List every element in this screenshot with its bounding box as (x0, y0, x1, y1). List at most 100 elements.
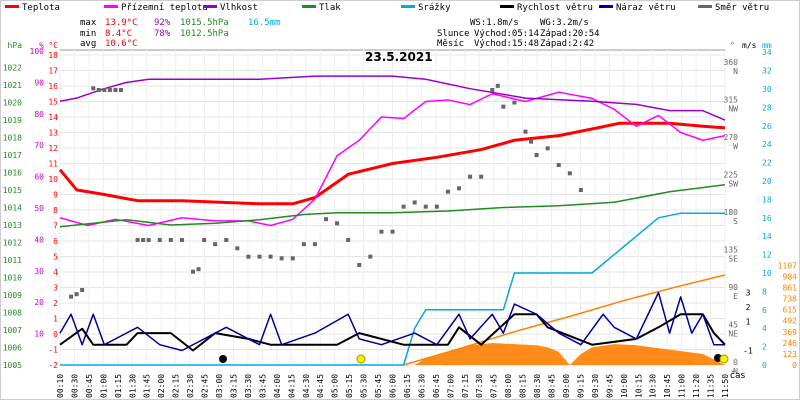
legend-label: Srážky (418, 3, 451, 13)
wind-direction-point (196, 267, 201, 272)
x-tick-label: 04:30 (302, 374, 311, 398)
pressure-tick-label: 1011 (3, 256, 22, 265)
wind-direction-point (246, 254, 251, 259)
wind-direction-point (335, 221, 340, 226)
moonrise: Východ:15:48 (474, 39, 540, 49)
legend-label: Náraz větru (616, 3, 676, 13)
wind-direction-point (279, 256, 284, 261)
temperature-tick-label: 9 (53, 191, 58, 200)
x-tick-label: 00:45 (85, 374, 94, 398)
max-hum: 92% (154, 18, 171, 28)
x-tick-label: 02:15 (172, 374, 181, 398)
min-hum: 78% (154, 29, 171, 39)
rain-unit-label: mm (762, 41, 772, 50)
humidity-tick-label: 90 (34, 78, 44, 87)
x-tick-label: 03:15 (229, 374, 238, 398)
x-axis-label: čas (730, 371, 746, 381)
temperature-tick-label: 18 (48, 51, 58, 60)
series-rychlost-větru (59, 313, 726, 352)
wind-direction-point (434, 204, 439, 209)
moonset: Západ:2:42 (540, 39, 595, 49)
pressure-tick-label: 1019 (3, 116, 22, 125)
legend-label: Teplota (22, 3, 60, 13)
humidity-unit-label: % (39, 41, 44, 50)
moonset-marker (219, 355, 227, 363)
wind-direction-point (91, 86, 96, 91)
pressure-tick-label: 1014 (3, 204, 22, 213)
wind-direction-point (157, 238, 162, 242)
legend-label: Směr větru (715, 3, 769, 13)
temperature-tick-label: 13 (48, 129, 58, 138)
x-tick-label: 01:45 (143, 374, 152, 398)
humidity-tick-label: 10 (34, 330, 44, 339)
solar-tick-label: 615 (783, 306, 798, 315)
x-tick-label: 10:15 (634, 374, 643, 398)
wind-direction-point (545, 146, 550, 151)
wind-direction-point (118, 88, 123, 92)
wind-gust-info: WG:3.2m/s (540, 18, 589, 28)
rain-tick-label: 22 (762, 159, 772, 168)
pressure-tick-label: 1009 (3, 291, 22, 300)
x-tick-label: 01:15 (114, 374, 123, 398)
x-tick-label: 03:45 (258, 374, 267, 398)
direction-unit-label: ° (730, 41, 735, 50)
wind-direction-point (501, 104, 506, 109)
solar-tick-label: 984 (783, 272, 798, 281)
pressure-tick-label: 1012 (3, 239, 22, 248)
wind-tick-label: 2 (746, 303, 751, 312)
x-tick-label: 00:30 (70, 374, 79, 398)
wind-direction-point (457, 186, 461, 191)
wind-direction-point (495, 83, 500, 88)
temperature-tick-label: 12 (48, 144, 58, 153)
humidity-tick-label: 100 (30, 47, 45, 56)
solar-tick-label: 123 (783, 350, 798, 359)
direction-tick-label: 135 (724, 246, 739, 255)
wind-tick-label: 1 (746, 318, 751, 327)
pressure-tick-label: 1015 (3, 186, 22, 195)
temperature-tick-label: 4 (53, 268, 58, 277)
x-tick-label: 10:30 (649, 374, 658, 398)
wind-direction-point (107, 88, 112, 92)
x-tick-label: 04:00 (273, 374, 282, 398)
legend-swatch (302, 5, 316, 8)
avg-temp: 10.6°C (105, 39, 138, 49)
min-press: 1012.5hPa (180, 29, 229, 39)
legend-swatch (500, 5, 514, 8)
x-tick-label: 08:15 (519, 374, 528, 398)
sunset: Západ:20:54 (540, 29, 600, 39)
wind-direction-point (224, 238, 229, 242)
wind-direction-point (202, 238, 207, 242)
series-vlhkost (59, 75, 726, 121)
wind-direction-point (257, 254, 262, 259)
sunrise: Východ:05:14 (474, 29, 540, 39)
solar-tick-label: 861 (783, 284, 798, 293)
x-tick-label: 01:30 (128, 374, 137, 398)
x-tick-label: 07:30 (475, 374, 484, 398)
legend-swatch (203, 5, 217, 8)
wind-direction-point (213, 242, 218, 247)
wind-direction-point (301, 242, 306, 247)
wind-direction-point (423, 204, 428, 209)
wind-direction-point (312, 242, 317, 247)
temperature-tick-label: 6 (53, 237, 58, 246)
pressure-tick-label: 1021 (3, 81, 22, 90)
legend-label: Tlak (319, 3, 341, 13)
x-tick-label: 04:45 (316, 374, 325, 398)
x-tick-label: 09:45 (605, 374, 614, 398)
temperature-tick-label: 5 (53, 253, 58, 262)
solar-line (403, 274, 726, 366)
legend-label: Rychlost větru (517, 3, 593, 13)
wind-unit-label: m/s (742, 41, 757, 50)
rain-tick-label: 26 (762, 122, 772, 131)
temperature-tick-label: 8 (53, 206, 58, 215)
wind-direction-point (146, 238, 151, 242)
wind-direction-point (390, 229, 395, 234)
direction-compass-label: N (733, 67, 738, 76)
x-tick-label: 02:45 (201, 374, 210, 398)
wind-direction-point (567, 171, 572, 176)
wind-direction-point (96, 88, 101, 92)
min-label: min (80, 29, 97, 39)
pressure-tick-label: 1020 (3, 99, 22, 108)
pressure-tick-label: 1006 (3, 344, 22, 353)
